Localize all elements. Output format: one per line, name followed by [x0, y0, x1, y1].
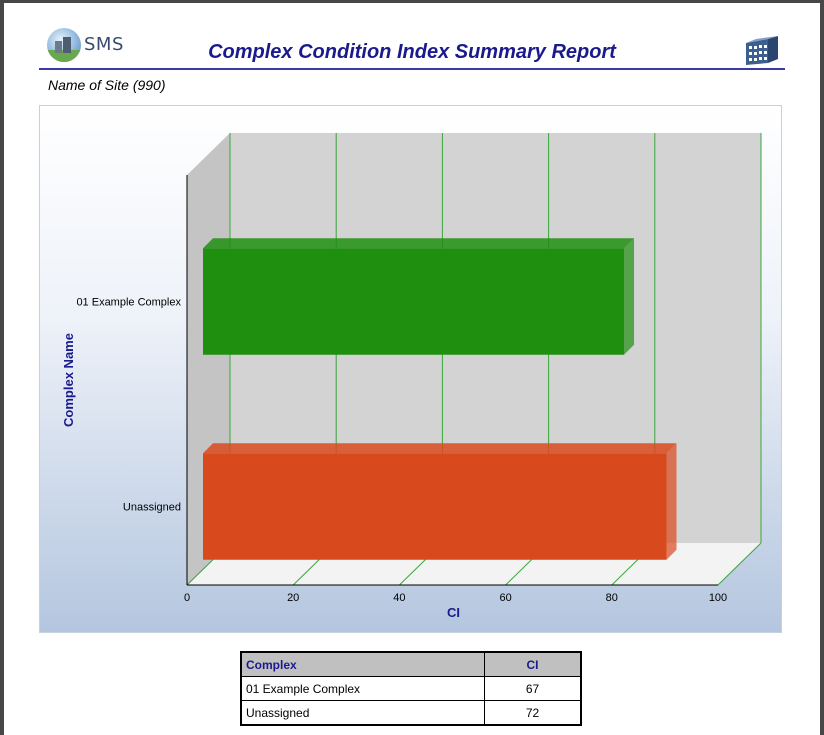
table-row: 01 Example Complex 67: [240, 676, 582, 701]
logo-text: SMS: [84, 34, 124, 55]
x-tick-label: 20: [287, 592, 299, 604]
bar-chart: 01 Example Complex Unassigned 0 20 40 60 80 100…: [61, 133, 762, 620]
bar-top: [203, 443, 677, 454]
ci-summary-table: Complex CI 01 Example Complex 67 Unassig…: [240, 651, 582, 726]
cell-ci: 67: [484, 676, 582, 701]
table-header-row: Complex CI: [240, 651, 582, 677]
floor-gridline: [717, 542, 762, 586]
bar-top: [203, 238, 635, 249]
x-tick-label: 40: [393, 592, 405, 604]
table-row: Unassigned 72: [240, 700, 582, 726]
bar-side: [624, 238, 635, 355]
category-label: 01 Example Complex: [76, 297, 181, 309]
column-header-complex: Complex: [240, 651, 485, 677]
sms-logo: SMS: [47, 28, 137, 64]
site-name: Name of Site (990): [48, 77, 166, 93]
x-tick-label: 60: [499, 592, 511, 604]
x-tick-label: 100: [709, 592, 727, 604]
report-title: Complex Condition Index Summary Report: [208, 41, 616, 63]
x-tick-label: 80: [606, 592, 618, 604]
chart-panel: 01 Example Complex Unassigned 0 20 40 60 80 100…: [39, 105, 782, 633]
category-label: Unassigned: [123, 502, 181, 514]
cell-complex: 01 Example Complex: [240, 676, 485, 701]
x-tick-label: 0: [184, 592, 190, 604]
cell-complex: Unassigned: [240, 700, 485, 726]
title-divider: [39, 68, 785, 70]
y-axis-title: Complex Name: [61, 333, 76, 427]
bar-side: [666, 443, 677, 560]
cell-ci: 72: [484, 700, 582, 726]
globe-icon: [47, 28, 81, 62]
report-page: SMS Complex Condition Index Summary Repo…: [4, 3, 820, 735]
bar-front: [203, 248, 625, 355]
x-axis-title: CI: [447, 605, 460, 620]
column-header-ci: CI: [484, 651, 582, 677]
bar-front: [203, 453, 667, 560]
building-cube-icon: [746, 36, 778, 65]
